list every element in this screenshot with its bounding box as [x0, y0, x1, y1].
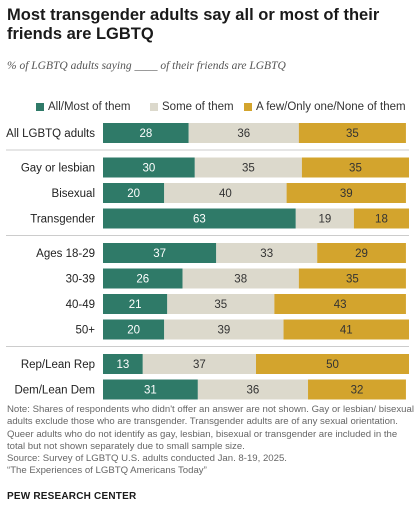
chart-notes: Note: Shares of respondents who didn't o… — [7, 404, 415, 478]
note-text: Note: Shares of respondents who didn't o… — [7, 404, 414, 452]
legend-swatch-some — [150, 103, 158, 111]
bar-segment — [103, 123, 189, 143]
source-text: Source: Survey of LGBTQ U.S. adults cond… — [7, 453, 287, 465]
data-label: 28 — [139, 128, 152, 140]
data-label: 37 — [153, 248, 166, 260]
pew-logo-text: PEW RESEARCH CENTER — [7, 491, 137, 502]
bar-segment — [103, 354, 143, 374]
bar-segment — [188, 123, 299, 143]
legend-swatch-all-most — [36, 103, 44, 111]
data-label: 35 — [346, 128, 359, 140]
bar-segment — [197, 379, 309, 400]
category-label: Dem/Lean Dem — [14, 385, 95, 397]
bar-segment — [164, 183, 287, 203]
bar-segment — [103, 157, 195, 178]
data-label: 18 — [375, 214, 388, 226]
data-label: 32 — [351, 385, 364, 397]
category-label: 50+ — [75, 325, 95, 337]
bar-segment — [298, 268, 406, 289]
data-label: 19 — [318, 214, 331, 226]
data-label: 20 — [127, 325, 140, 337]
bar-segment — [142, 354, 256, 374]
legend-label-few-none: A few/Only one/None of them — [256, 101, 406, 113]
data-label: 35 — [242, 163, 255, 175]
data-label: 13 — [116, 359, 129, 371]
bar-segment — [301, 157, 409, 178]
data-label: 43 — [334, 299, 347, 311]
bar-segment — [274, 294, 406, 314]
legend: All/Most of them Some of them A few/Only… — [0, 101, 420, 117]
bar-segment — [283, 319, 409, 340]
data-label: 30 — [143, 163, 156, 175]
data-label: 36 — [237, 128, 250, 140]
bar-segment — [194, 157, 302, 178]
bar-segment — [216, 243, 318, 263]
data-label: 63 — [193, 214, 206, 226]
data-label: 21 — [129, 299, 142, 311]
bar-segment — [353, 208, 409, 229]
bar-segment — [103, 319, 165, 340]
legend-swatch-few-none — [244, 103, 252, 111]
category-label: All LGBTQ adults — [6, 128, 95, 140]
category-label: Bisexual — [52, 188, 95, 200]
data-label: 35 — [349, 163, 362, 175]
category-label: Ages 18-29 — [36, 248, 95, 260]
legend-item-all-most: All/Most of them — [36, 101, 130, 113]
chart-subtitle: % of LGBTQ adults saying ____ of their f… — [7, 60, 286, 72]
data-label: 41 — [340, 325, 353, 337]
bar-segment — [298, 123, 406, 143]
legend-item-few-none: A few/Only one/None of them — [244, 101, 406, 113]
bar-segment — [164, 319, 284, 340]
bar-segment — [167, 294, 275, 314]
bar-segment — [295, 208, 354, 229]
chart-title: Most transgender adults say all or most … — [7, 6, 380, 43]
category-label: Gay or lesbian — [21, 163, 95, 175]
data-label: 39 — [340, 188, 353, 200]
bar-segment — [308, 379, 406, 400]
data-label: 31 — [144, 385, 157, 397]
data-label: 35 — [214, 299, 227, 311]
data-label: 29 — [355, 248, 368, 260]
legend-item-some: Some of them — [150, 101, 234, 113]
report-title: “The Experiences of LGBTQ Americans Toda… — [7, 465, 207, 477]
bar-segment — [317, 243, 406, 263]
data-label: 20 — [127, 188, 140, 200]
bar-segment — [103, 294, 168, 314]
bar-segment — [103, 183, 165, 203]
category-label: Rep/Lean Rep — [21, 359, 95, 371]
bar-segment — [103, 243, 217, 263]
legend-label-all-most: All/Most of them — [48, 101, 131, 113]
category-label: 30-39 — [66, 274, 95, 286]
bar-segment — [103, 379, 198, 400]
data-label: 39 — [217, 325, 230, 337]
data-label: 37 — [193, 359, 206, 371]
bar-segment — [256, 354, 409, 374]
category-label: 40-49 — [66, 299, 95, 311]
category-label: Transgender — [30, 214, 95, 226]
data-label: 26 — [136, 274, 149, 286]
legend-label-some: Some of them — [162, 101, 234, 113]
bar-segment — [103, 268, 183, 289]
data-label: 50 — [326, 359, 339, 371]
bar-segment — [182, 268, 299, 289]
bar-segment — [103, 208, 296, 229]
bar-segment — [286, 183, 406, 203]
stacked-bar-chart: All LGBTQ adults 28 36 35 Gay or lesbian 30 35… — [6, 123, 409, 400]
data-label: 36 — [247, 385, 260, 397]
data-label: 40 — [219, 188, 232, 200]
data-label: 33 — [260, 248, 273, 260]
data-label: 38 — [234, 274, 247, 286]
data-label: 35 — [346, 274, 359, 286]
